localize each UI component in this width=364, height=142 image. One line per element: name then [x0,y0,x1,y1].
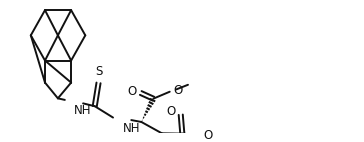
Text: O: O [167,105,176,118]
Text: O: O [127,85,136,98]
Text: O: O [174,84,183,97]
Text: O: O [203,129,213,142]
Text: S: S [95,65,103,78]
Text: NH: NH [122,122,140,135]
Text: NH: NH [74,104,92,117]
